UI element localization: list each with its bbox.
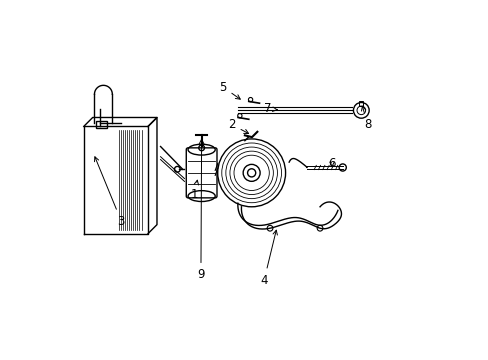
Text: 3: 3 xyxy=(94,157,125,228)
Text: 7: 7 xyxy=(264,102,277,115)
Text: 8: 8 xyxy=(361,106,371,131)
Bar xyxy=(358,101,363,106)
Text: 5: 5 xyxy=(219,81,240,99)
Text: 1: 1 xyxy=(190,180,198,201)
Text: 9: 9 xyxy=(197,139,204,281)
Text: 4: 4 xyxy=(260,230,277,287)
Text: 6: 6 xyxy=(327,157,335,170)
Text: 2: 2 xyxy=(228,118,248,134)
Bar xyxy=(96,121,107,128)
